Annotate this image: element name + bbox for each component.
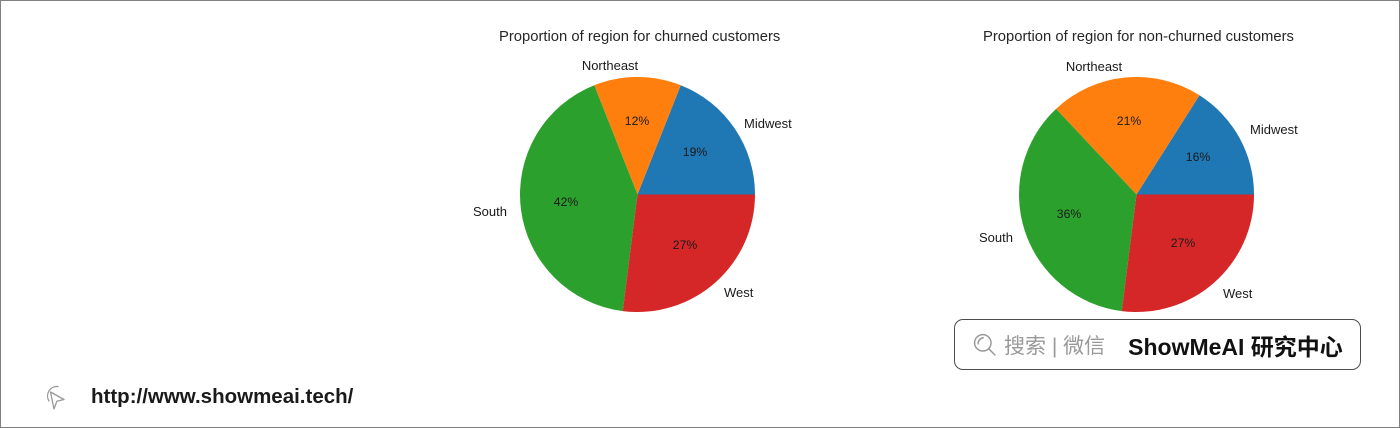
svg-text:36%: 36%	[1057, 207, 1082, 221]
svg-text:Midwest: Midwest	[744, 116, 792, 131]
svg-text:19%: 19%	[683, 145, 708, 159]
svg-text:42%: 42%	[554, 195, 579, 209]
svg-text:Northeast: Northeast	[1066, 59, 1123, 74]
svg-text:21%: 21%	[1117, 114, 1142, 128]
svg-text:27%: 27%	[673, 238, 698, 252]
svg-text:16%: 16%	[1186, 150, 1211, 164]
svg-text:Northeast: Northeast	[582, 58, 639, 73]
svg-text:12%: 12%	[625, 114, 650, 128]
svg-text:South: South	[473, 204, 507, 219]
svg-text:West: West	[1223, 286, 1253, 301]
svg-text:South: South	[979, 230, 1013, 245]
svg-text:West: West	[724, 285, 754, 300]
svg-text:Midwest: Midwest	[1250, 122, 1298, 137]
svg-text:27%: 27%	[1171, 236, 1196, 250]
